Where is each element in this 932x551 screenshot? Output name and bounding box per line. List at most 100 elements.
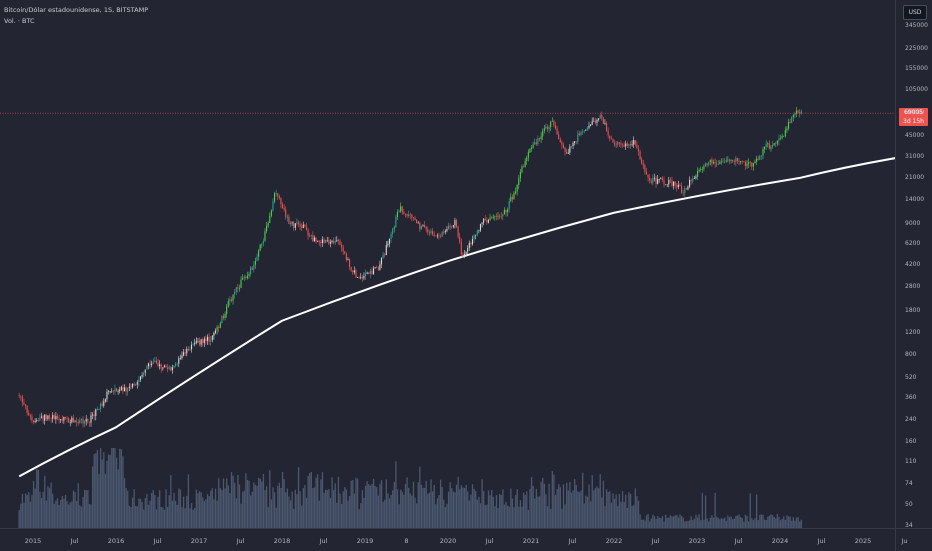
candle-body	[259, 244, 261, 251]
candle-body	[534, 142, 536, 145]
candle-body	[341, 244, 343, 248]
volume-bar	[744, 514, 747, 528]
volume-bar	[331, 477, 333, 528]
volume-bar	[340, 503, 343, 528]
candle-body	[50, 417, 52, 419]
candle-body	[318, 240, 320, 242]
candle-body	[574, 141, 576, 143]
candle-body	[363, 276, 365, 279]
candle-body	[297, 222, 300, 225]
volume-bar	[178, 488, 180, 528]
volume-bar	[642, 519, 644, 528]
volume-bar	[423, 487, 426, 528]
candle-body	[792, 115, 794, 117]
candle-body	[32, 420, 35, 423]
price-tick-label: 45000	[905, 132, 925, 140]
volume-bar	[152, 489, 154, 528]
volume-bar	[313, 487, 316, 528]
candle-body	[508, 201, 510, 210]
volume-bar	[167, 507, 169, 528]
candle-body	[138, 379, 140, 383]
price-tick-label: 520	[905, 374, 917, 382]
volume-bar	[256, 485, 258, 528]
candle-body	[40, 416, 43, 418]
volume-bar	[264, 489, 266, 528]
candle-body	[559, 139, 561, 143]
volume-bar	[733, 518, 735, 528]
candle-body	[641, 159, 643, 164]
volume-bar	[625, 494, 627, 528]
candle-body	[626, 143, 628, 146]
volume-bar	[147, 504, 150, 528]
candle-body	[167, 367, 169, 369]
price-axis[interactable]	[895, 0, 932, 528]
volume-bar	[80, 506, 83, 528]
volume-bar	[431, 491, 434, 528]
candle-body	[374, 267, 376, 269]
candle-body	[183, 352, 185, 356]
volume-bar	[749, 493, 751, 528]
volume-bars	[18, 448, 802, 528]
candle-body	[540, 136, 542, 140]
candle-body	[604, 123, 606, 124]
volume-bar	[514, 495, 517, 528]
candle-body	[562, 144, 565, 148]
time-tick-label: 2022	[605, 537, 623, 545]
candle-body	[602, 118, 604, 124]
candle-body	[645, 171, 648, 175]
volume-bar	[197, 493, 199, 528]
time-axis[interactable]	[0, 528, 895, 551]
price-tick-label: 110	[905, 458, 917, 466]
volume-bar	[508, 506, 510, 528]
candle-body	[171, 367, 173, 371]
volume-bar	[778, 517, 780, 528]
volume-bar	[717, 517, 719, 528]
volume-bar	[538, 496, 541, 528]
volume-bar	[768, 515, 771, 528]
candle-body	[269, 215, 271, 223]
volume-bar	[211, 488, 214, 528]
volume-bar	[483, 491, 485, 528]
candle-body	[130, 386, 132, 388]
time-tick-label: 2024	[771, 537, 789, 545]
currency-button[interactable]: USD	[903, 5, 927, 20]
candle-body	[427, 229, 429, 233]
volume-bar	[795, 517, 798, 528]
volume-bar	[72, 490, 75, 528]
candle-body	[519, 172, 521, 179]
volume-bar	[321, 472, 324, 528]
candle-body	[366, 272, 368, 274]
candle-body	[631, 144, 633, 146]
volume-bar	[716, 516, 718, 528]
candle-body	[170, 366, 172, 371]
time-tick-label: Jul	[817, 537, 826, 545]
candle-body	[339, 240, 341, 245]
candle-body	[48, 415, 51, 418]
volume-bar	[779, 520, 782, 528]
candle-body	[305, 226, 308, 230]
volume-bar	[663, 521, 665, 528]
volume-bar	[366, 481, 368, 528]
volume-bar	[696, 517, 699, 528]
candle-body	[524, 160, 526, 167]
volume-bar	[103, 452, 105, 528]
candle-body	[486, 219, 488, 223]
candle-body	[88, 421, 90, 423]
candle-body	[63, 416, 65, 421]
volume-bar	[309, 472, 311, 528]
volume-bar	[776, 514, 779, 528]
volume-bar	[214, 488, 217, 528]
candle-body	[481, 222, 483, 225]
candle-body	[633, 140, 635, 145]
volume-bar	[787, 516, 790, 528]
candle-body	[58, 418, 60, 421]
volume-bar	[463, 487, 466, 528]
volume-bar	[679, 514, 681, 528]
price-chart[interactable]	[0, 0, 895, 528]
volume-bar	[232, 475, 234, 528]
volume-bar	[280, 487, 282, 528]
candle-body	[213, 332, 215, 336]
volume-bar	[400, 489, 402, 528]
candle-body	[420, 225, 422, 230]
candle-body	[692, 179, 694, 182]
